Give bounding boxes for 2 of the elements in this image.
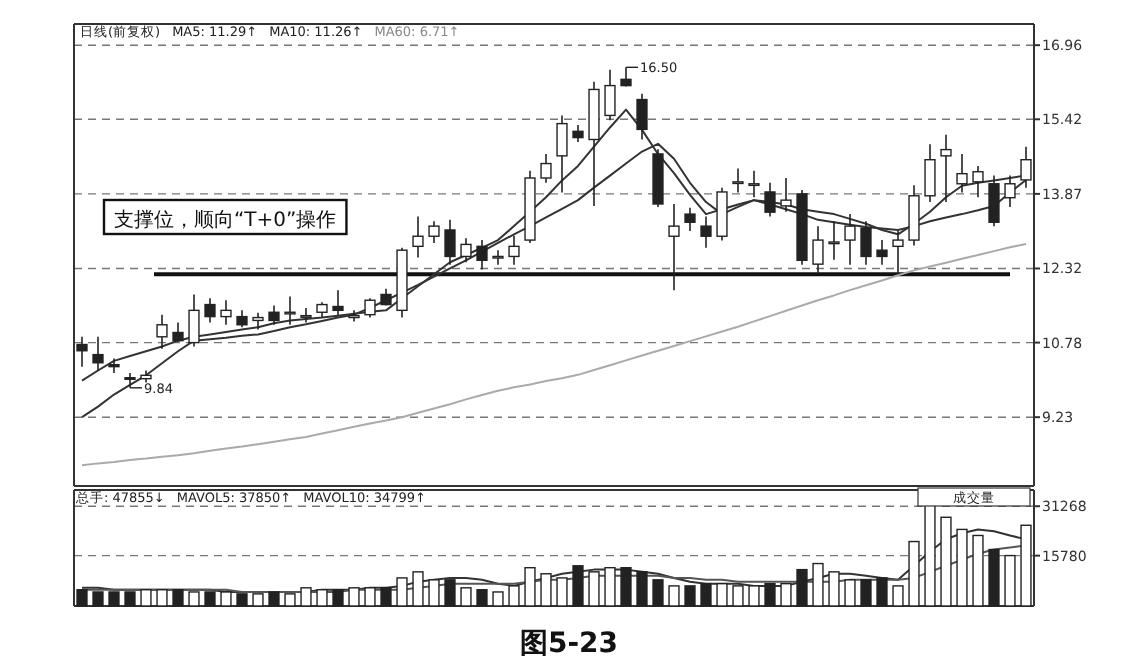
text: 图5-23 [519,628,619,660]
annotation: 支撑位，顺向“T+0”操作 [114,208,337,232]
